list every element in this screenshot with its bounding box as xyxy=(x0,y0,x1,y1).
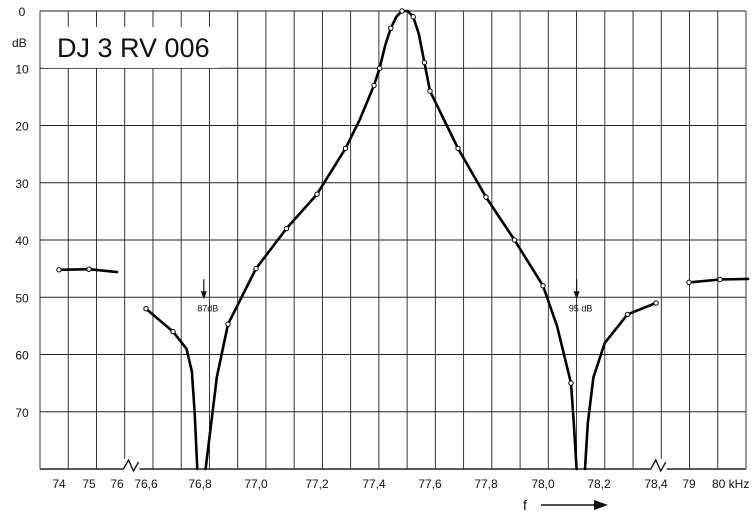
y-axis-label: dB xyxy=(12,36,27,50)
y-tick-label: 50 xyxy=(15,291,29,305)
data-point xyxy=(686,279,692,286)
axis-break-mark xyxy=(122,458,140,473)
x-tick-label: 76,6 xyxy=(134,477,158,491)
data-point xyxy=(399,8,405,14)
y-tick-label: 0 xyxy=(19,5,26,19)
data-point xyxy=(170,328,176,335)
data-point xyxy=(371,82,377,89)
curves xyxy=(56,8,750,471)
data-point xyxy=(540,283,546,289)
data-point xyxy=(314,191,320,197)
x-tick-label: 76 xyxy=(110,477,124,491)
data-point xyxy=(421,59,428,66)
annotation-label: 87dB xyxy=(197,303,218,313)
y-tick-label: 70 xyxy=(15,406,29,420)
data-point xyxy=(624,311,631,318)
annotations: 87dB 95 dB xyxy=(197,279,592,313)
y-tick-label: 10 xyxy=(15,62,29,76)
axis-breaks xyxy=(122,458,667,473)
data-point xyxy=(653,300,659,306)
data-point xyxy=(427,88,433,94)
data-point xyxy=(253,265,259,272)
data-point xyxy=(283,225,290,232)
x-axis-label-group: f xyxy=(523,497,608,513)
y-tick-label: 40 xyxy=(15,234,29,248)
y-tick-label: 20 xyxy=(15,120,29,134)
x-tick-labels: 74 75 76 76,6 76,8 77,0 77,2 77,4 77,6 77,8 78,0 78… xyxy=(52,477,749,491)
x-tick-label: 74 xyxy=(52,477,66,491)
chart-title: DJ 3 RV 006 xyxy=(57,33,210,63)
title-box: DJ 3 RV 006 xyxy=(44,27,218,68)
x-axis-label: f xyxy=(523,497,527,513)
x-tick-label: 77,0 xyxy=(244,477,268,491)
x-axis-arrow-icon xyxy=(594,500,608,510)
curve-segment-3 xyxy=(204,9,578,471)
axis-break-mark xyxy=(650,458,667,473)
data-point xyxy=(511,237,518,243)
annotation-arrow-icon xyxy=(200,291,207,300)
x-tick-label: 75 xyxy=(82,477,96,491)
annotation-arrow-icon xyxy=(573,291,580,300)
data-point xyxy=(483,194,489,200)
data-point xyxy=(86,266,92,272)
chart-grid xyxy=(39,10,747,470)
data-point xyxy=(56,267,62,273)
data-point xyxy=(225,321,231,327)
data-point xyxy=(342,145,349,152)
annotation-label: 95 dB xyxy=(569,303,593,313)
x-tick-label: 79 xyxy=(682,477,696,491)
x-tick-label: 78,2 xyxy=(587,477,611,491)
x-tick-label: 77,8 xyxy=(474,477,498,491)
x-tick-label: 78,4 xyxy=(644,477,668,491)
x-tick-label: 77,6 xyxy=(418,477,442,491)
data-point xyxy=(410,14,416,20)
data-point xyxy=(455,145,461,152)
data-point xyxy=(143,306,149,312)
y-tick-label: 30 xyxy=(15,177,29,191)
data-point xyxy=(568,380,574,386)
y-tick-labels: 0 10 20 30 40 50 60 70 xyxy=(15,5,29,420)
data-point xyxy=(388,25,394,31)
curve-segment-4 xyxy=(583,301,658,471)
y-tick-label: 60 xyxy=(15,349,29,363)
data-point xyxy=(376,65,383,71)
x-tick-label: 77,4 xyxy=(362,477,386,491)
curve-segment-2 xyxy=(144,307,199,471)
x-tick-label: 77,2 xyxy=(305,477,329,491)
x-tick-label: 80 kHz xyxy=(712,477,749,491)
x-tick-label: 76,8 xyxy=(188,477,212,491)
data-point xyxy=(717,276,723,283)
x-tick-label: 78,0 xyxy=(531,477,555,491)
